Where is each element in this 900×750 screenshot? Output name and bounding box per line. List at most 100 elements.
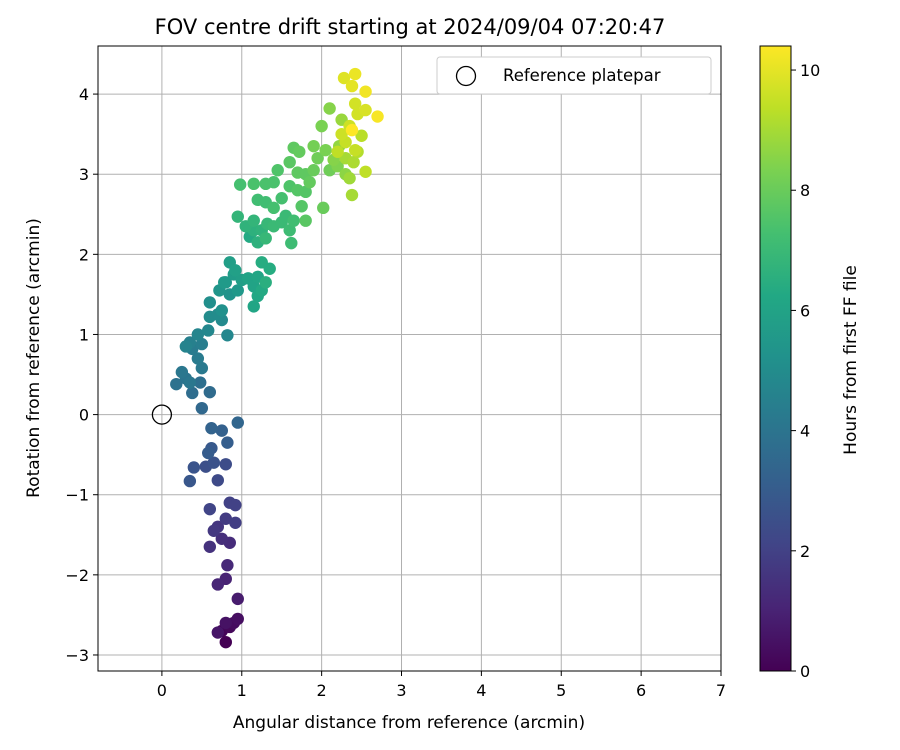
data-point: [186, 386, 199, 400]
data-point: [335, 127, 348, 141]
data-point: [275, 192, 288, 205]
data-point: [267, 176, 280, 189]
data-point: [233, 178, 247, 191]
data-point: [271, 163, 284, 177]
scatter-points: [170, 67, 384, 649]
y-tick-label: −1: [65, 486, 89, 505]
data-point: [221, 329, 234, 342]
colorbar-tick-label: 8: [800, 181, 810, 200]
data-point: [323, 102, 336, 115]
data-point: [221, 559, 234, 572]
y-axis-label: Rotation from reference (arcmin): [24, 218, 44, 498]
legend-box: [436, 56, 712, 95]
data-point: [345, 188, 359, 202]
data-point: [211, 474, 225, 487]
data-point: [303, 176, 316, 189]
data-point: [247, 300, 260, 313]
data-point: [295, 200, 308, 213]
y-axis-ticks: −3 −2 −1 0 1 2 3 4: [65, 85, 98, 665]
data-point: [311, 151, 324, 165]
x-tick-label: 4: [476, 681, 486, 700]
data-point: [215, 424, 229, 437]
data-point: [347, 155, 360, 169]
data-point: [307, 139, 320, 153]
data-point: [293, 145, 306, 158]
reference-marker-group: [151, 404, 173, 425]
x-tick-label: 6: [636, 681, 646, 700]
data-point: [203, 296, 217, 309]
data-point: [203, 502, 217, 516]
plot-area-frame: [97, 45, 722, 672]
data-point: [319, 143, 332, 157]
data-point: [283, 155, 296, 169]
data-point: [231, 284, 244, 297]
data-point: [331, 145, 344, 158]
data-point: [211, 578, 225, 591]
data-point: [195, 401, 209, 415]
data-point: [348, 143, 362, 157]
data-point: [215, 304, 229, 317]
data-point: [348, 67, 362, 81]
data-point: [183, 376, 197, 389]
x-tick-label: 0: [157, 681, 167, 700]
data-point: [345, 79, 359, 93]
colorbar-gradient: [759, 45, 792, 672]
x-axis-label: Angular distance from reference (arcmin): [233, 713, 585, 733]
y-tick-label: −2: [65, 566, 89, 585]
data-point: [221, 436, 234, 449]
colorbar-tick-label: 4: [800, 422, 810, 441]
data-point: [215, 532, 229, 545]
y-tick-label: 4: [79, 85, 89, 104]
data-point: [317, 201, 330, 215]
data-point: [217, 276, 231, 289]
colorbar-tick-label: 6: [800, 301, 810, 320]
data-point: [229, 264, 242, 277]
data-point: [299, 185, 312, 199]
data-point: [359, 165, 372, 179]
reference-platepar-marker: [151, 404, 173, 425]
data-point: [345, 123, 359, 137]
data-point: [337, 71, 351, 85]
data-point: [219, 616, 232, 630]
data-point: [371, 110, 384, 123]
data-point: [307, 163, 320, 177]
data-point: [207, 524, 221, 537]
data-point: [229, 498, 242, 512]
colorbar-label: Hours from first FF file: [841, 265, 861, 455]
y-tick-label: −3: [65, 646, 89, 665]
y-tick-label: 3: [79, 165, 89, 184]
data-point: [191, 328, 205, 341]
data-point: [195, 337, 209, 351]
colorbar-tick-label: 0: [800, 662, 810, 681]
y-tick-label: 1: [79, 325, 89, 344]
data-point: [359, 103, 372, 117]
data-point: [195, 361, 209, 375]
data-point: [247, 214, 260, 227]
chart-title: FOV centre drift starting at 2024/09/04 …: [155, 15, 666, 39]
x-tick-label: 5: [556, 681, 566, 700]
data-point: [207, 456, 221, 469]
data-point: [231, 210, 244, 223]
data-point: [170, 377, 183, 391]
data-point: [231, 612, 244, 626]
data-point: [343, 172, 356, 185]
data-point: [359, 85, 372, 98]
data-point: [287, 214, 300, 227]
data-point: [175, 365, 189, 379]
data-point: [203, 385, 217, 399]
y-tick-label: 0: [79, 406, 89, 425]
data-point: [191, 352, 205, 365]
data-point: [202, 446, 215, 460]
x-tick-label: 3: [396, 681, 406, 700]
legend-label: Reference platepar: [503, 66, 661, 85]
data-point: [179, 340, 193, 353]
data-point: [355, 129, 368, 142]
x-axis-ticks: 0 1 2 3 4 5 6 7: [157, 671, 726, 700]
data-point: [219, 458, 232, 471]
data-point: [194, 376, 207, 389]
colorbar-tick-label: 10: [800, 61, 820, 80]
data-point: [283, 224, 296, 237]
data-point: [299, 214, 312, 227]
x-tick-label: 2: [317, 681, 327, 700]
